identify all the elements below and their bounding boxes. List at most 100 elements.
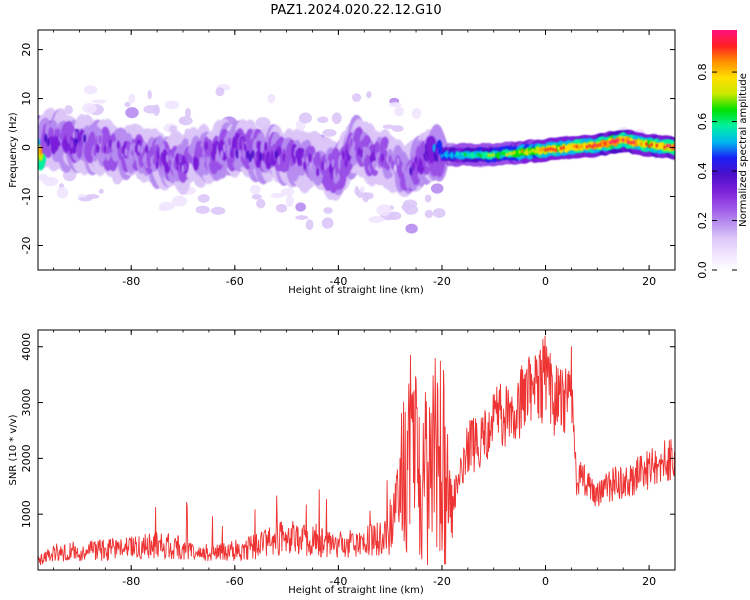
spectrogram-noise-blob [276, 203, 288, 213]
spectrogram-ridge-cell [98, 135, 102, 144]
spectrogram-ridge-cell [378, 156, 382, 166]
snr-x-axis-label: Height of straight line (km) [288, 585, 424, 596]
spectrogram-ridge-cell [121, 145, 125, 155]
spectrogram-noise-blob [249, 184, 261, 195]
spectrogram-ridge-cell [645, 142, 648, 147]
spectrogram-noise-blob [351, 93, 362, 102]
spectrogram-ridge-cell [39, 146, 43, 155]
spectrogram-ridge-cell [142, 155, 146, 165]
spectrogram-ridge-cell [666, 143, 669, 148]
spectrogram-noise-blob [364, 192, 374, 200]
spectrogram-ridge-cell [401, 164, 405, 173]
spectrogram-ridge-cell [593, 143, 596, 148]
spectrogram-ridge-cell [443, 152, 446, 157]
snr-y-tick-label: 2000 [20, 444, 33, 472]
spectrogram-ridge-cell [606, 140, 609, 145]
spectrogram-ridge-cell [367, 147, 371, 157]
spectrogram-ridge-cell [360, 149, 364, 158]
spectrogram-ridge-cell [331, 159, 335, 168]
spectrogram-ridge-cell [531, 148, 534, 153]
snr-ticks: -80 -60 -40 -20 0 20 1000 2000 3000 4000 [20, 330, 676, 588]
spectrogram-noise-blob [270, 193, 285, 198]
spectrogram-noise-blob [91, 99, 107, 104]
spectrogram-ridge-cell [492, 152, 495, 157]
spectrogram-ridge-cell [212, 147, 216, 156]
spectrogram-ridge-cell [178, 154, 182, 164]
spectrogram-ridge-cell [96, 144, 100, 153]
spectrogram-ridge-cell [297, 157, 302, 167]
spectrogram-ridge-cell [251, 150, 255, 159]
spectrogram-noise-blob [391, 125, 404, 132]
spectrogram-ridge-cell [292, 155, 296, 165]
spectrogram-noise-blob [405, 223, 418, 234]
spectrogram-ridge-cell [57, 128, 61, 138]
spectrogram-ridge-cell [204, 141, 208, 151]
spectrogram-noise-blob [432, 208, 446, 218]
spectrogram-ridge-cell [391, 160, 395, 169]
spectrogram-ridge-cell [632, 140, 635, 145]
snr-x-tick-label: -40 [329, 575, 347, 588]
spectrogram-heatmap [38, 84, 675, 234]
snr-y-axis-label: SNR (10 * v/v) [8, 414, 19, 485]
spectrogram-ridge-cell [596, 143, 599, 148]
spectrogram-ridge-cell [248, 153, 252, 162]
spectrogram-ridge-cell [124, 147, 128, 157]
spectrogram-ridge-cell [140, 145, 144, 154]
spectrogram-noise-blob [210, 206, 226, 215]
spectrogram-ridge-cell [202, 155, 206, 165]
colorbar-label: Normalized spectral amplitude [738, 73, 749, 227]
spectrogram-ridge-cell [173, 160, 177, 170]
spectrogram-ridge-cell [518, 150, 521, 154]
spectrogram-ridge-cell [370, 143, 374, 153]
spectrogram-ridge-cell [160, 152, 164, 162]
spectrogram-ridge-cell [168, 158, 172, 168]
spectrogram-ridge-cell [253, 153, 258, 162]
spectrogram-ridge-cell [500, 151, 503, 156]
spectrogram-noise-blob [424, 194, 432, 203]
spectrogram-ridge-cell [417, 164, 421, 173]
spectrogram-ridge-cell [601, 143, 604, 147]
colorbar-tick-label: 0.0 [696, 261, 709, 279]
spectrogram-panel: -80 -60 -40 -20 0 20 -20 -10 0 10 20 Height of str… [8, 29, 676, 296]
spectrogram-ridge-cell [440, 154, 444, 158]
spectrogram-ridge-cell [375, 152, 379, 162]
spectrogram-ridge-cell [114, 141, 118, 150]
spectrogram-ridge-cell [424, 152, 428, 162]
spectrogram-ridge-cell [235, 149, 239, 159]
spectrogram-noise-blob [83, 85, 98, 95]
spectrogram-ridge-cell [484, 152, 488, 156]
spectrogram-ridge-cell [308, 153, 312, 162]
spectrogram-ridge-cell [147, 152, 151, 161]
spectrogram-ridge-cell [228, 137, 232, 147]
spectrogram-noise-blob [388, 211, 402, 221]
spectrogram-ridge-cell [616, 138, 620, 143]
spectrogram-x-tick-label: -20 [433, 275, 451, 288]
spectrogram-ridge-cell [611, 139, 615, 144]
spectrogram-noise-blob [430, 183, 444, 194]
spectrogram-ridge-cell [277, 156, 281, 165]
snr-x-tick-label: -80 [122, 575, 140, 588]
spectrogram-ridge-cell [352, 141, 356, 151]
snr-x-tick-label: -60 [226, 575, 244, 588]
spectrogram-y-tick-label: 20 [20, 43, 33, 57]
spectrogram-ridge-cell [435, 147, 439, 156]
spectrogram-ridge-cell [326, 159, 330, 169]
spectrogram-noise-blob [317, 116, 329, 123]
spectrogram-noise-blob [321, 217, 334, 229]
spectrogram-ridge-cell [505, 152, 508, 157]
spectrogram-ridge-cell [437, 153, 441, 162]
spectrogram-ridge-cell [453, 154, 457, 158]
spectrogram-ridge-cell [658, 145, 661, 150]
spectrogram-ridge-cell [134, 144, 138, 154]
spectrogram-noise-blob [98, 188, 104, 194]
spectrogram-ridge-cell [585, 144, 589, 149]
spectrogram-ridge-cell [552, 147, 555, 152]
spectrogram-y-tick-label: -10 [20, 188, 33, 206]
spectrogram-ridge-cell [88, 134, 92, 144]
spectrogram-ridge-cell [398, 165, 403, 175]
snr-y-tick-label: 3000 [20, 389, 33, 417]
spectrogram-ridge-cell [295, 149, 299, 159]
spectrogram-ridge-cell [650, 142, 653, 147]
spectrogram-ridge-cell [554, 148, 558, 153]
spectrogram-ridge-cell [238, 149, 242, 158]
